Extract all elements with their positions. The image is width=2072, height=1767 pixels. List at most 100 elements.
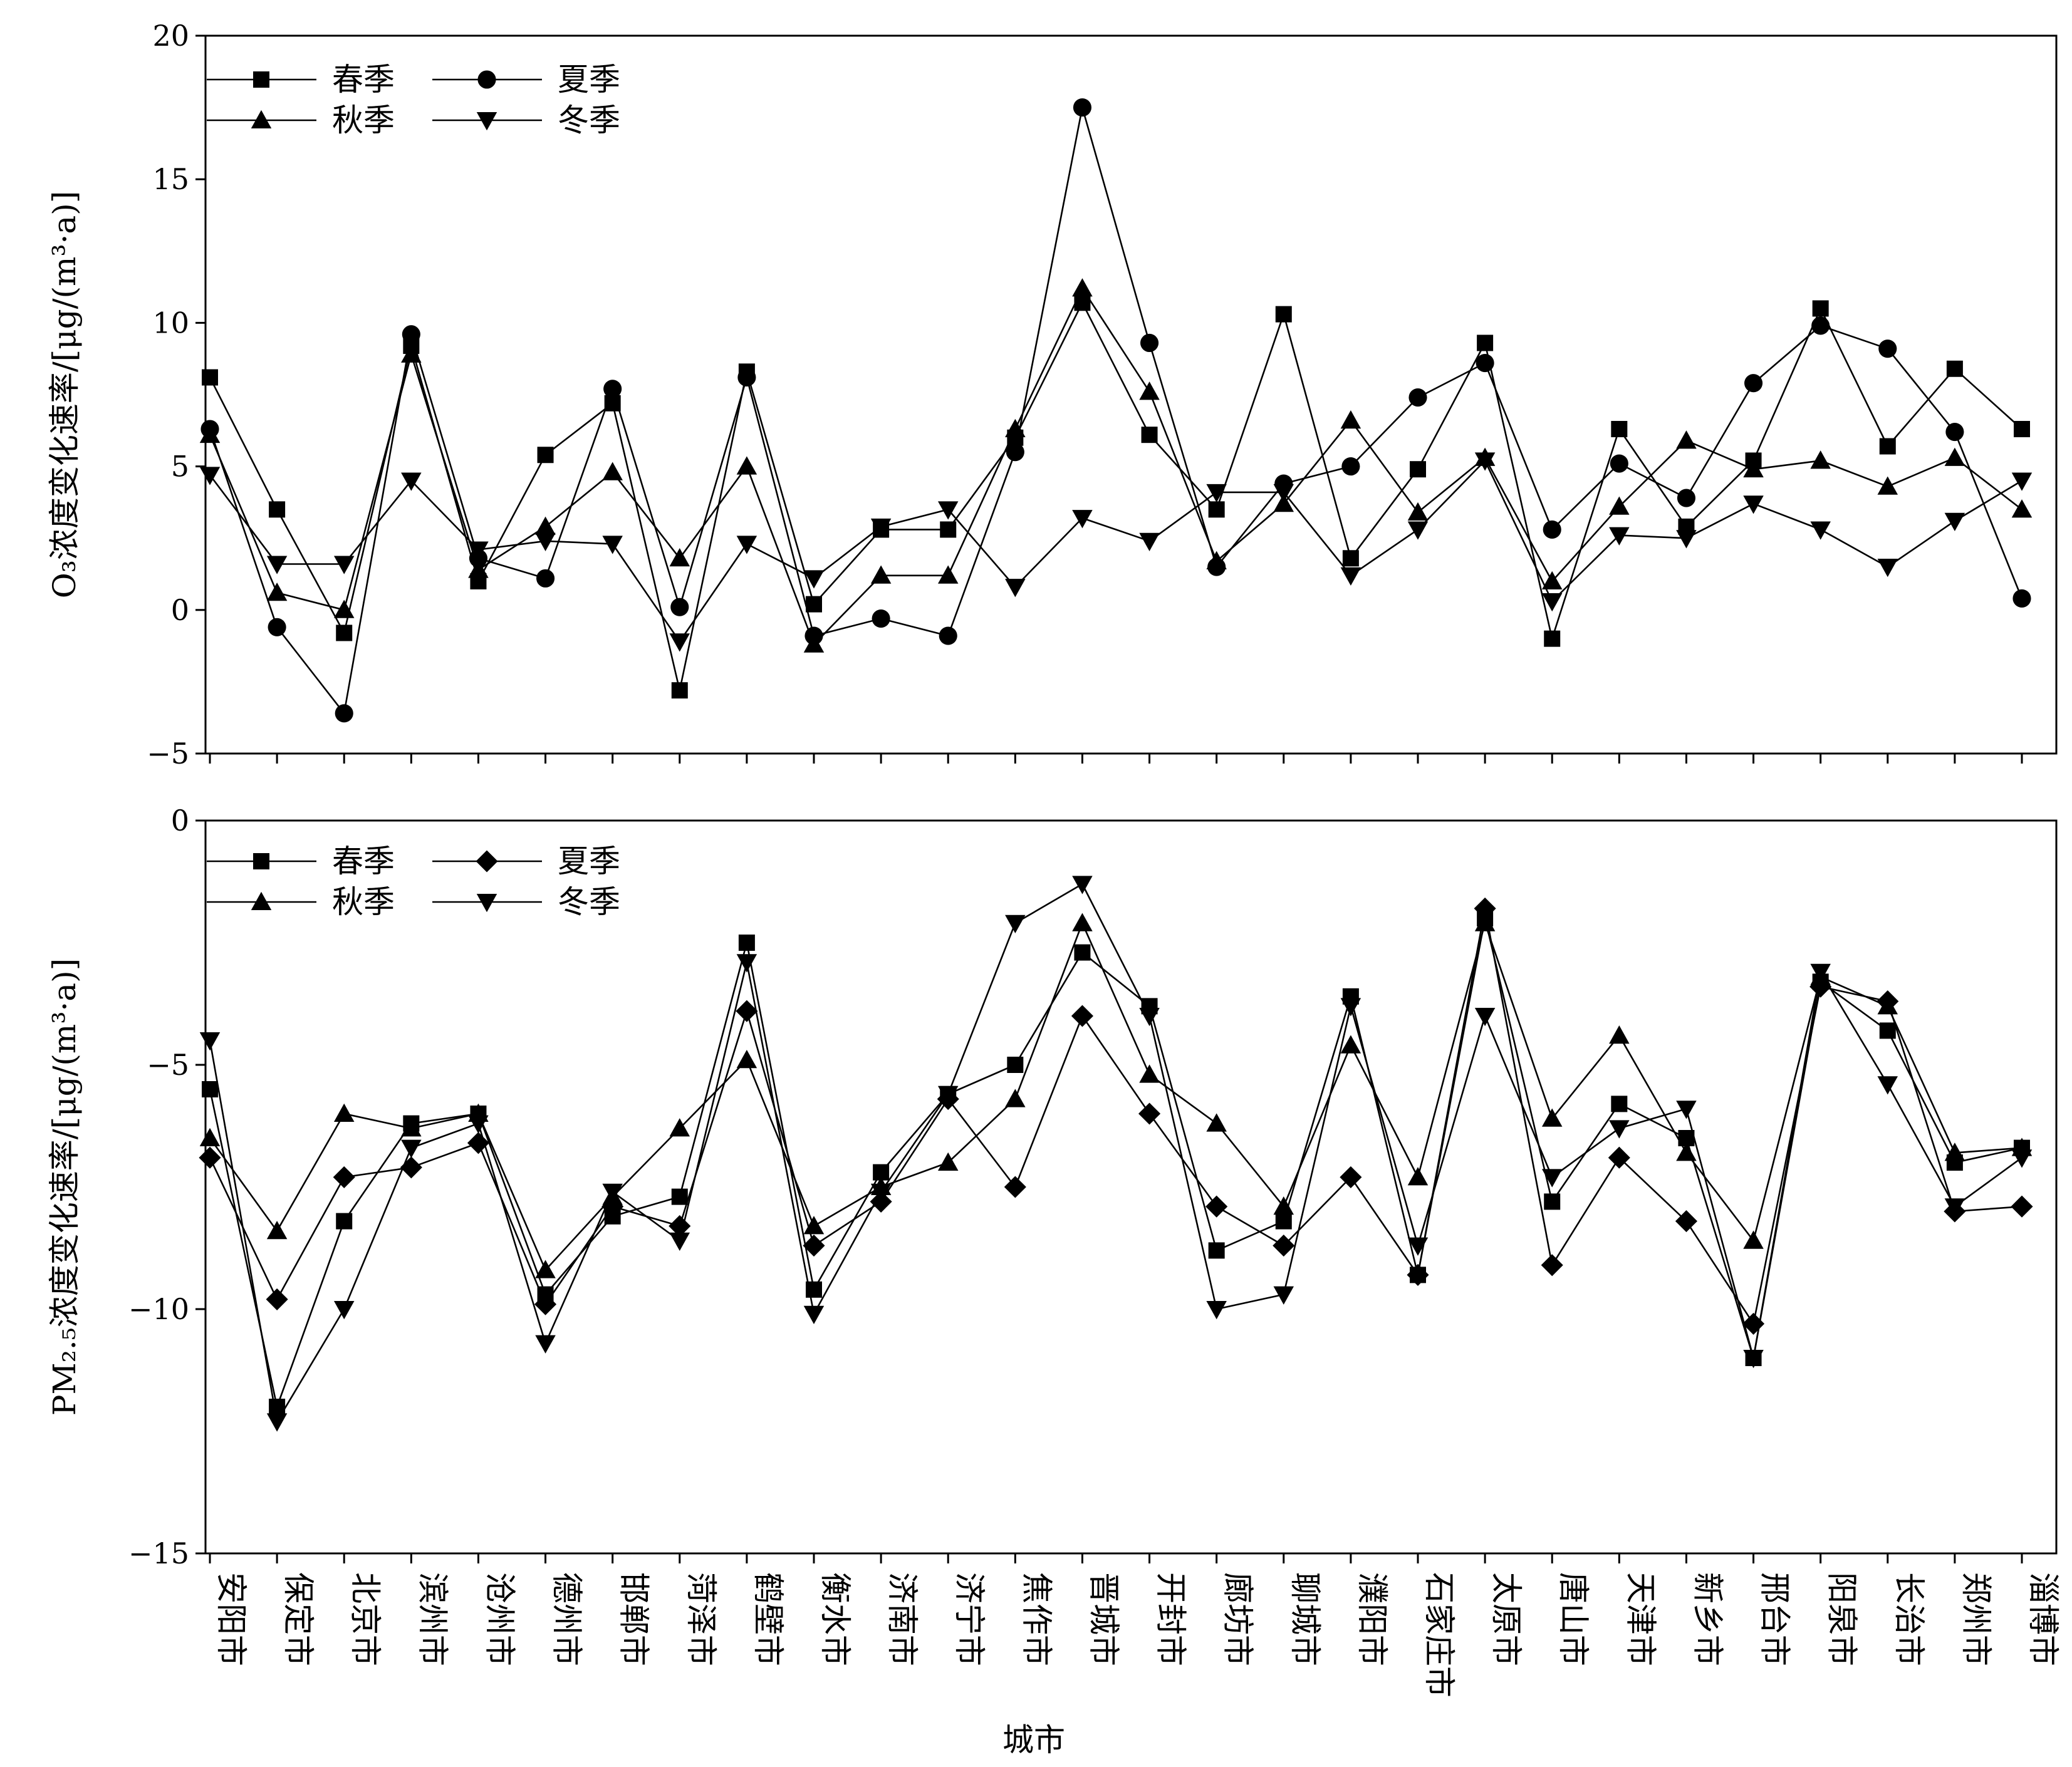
data-point [1879,1022,1896,1039]
data-point [1743,1230,1764,1249]
data-point [1476,354,1494,373]
data-point [1611,1096,1628,1112]
data-point [1743,1350,1764,1369]
data-point [1273,493,1294,512]
data-point [1072,876,1093,894]
data-point [1543,520,1561,539]
data-point [1139,381,1160,400]
data-point [2011,1149,2033,1168]
data-point [2014,421,2030,438]
legend-label: 冬季 [558,102,620,138]
data-point [2012,589,2031,608]
x-tick-label: 聊城市 [1287,1572,1323,1666]
x-tick-label: 沧州市 [481,1572,518,1666]
data-point [401,1118,422,1137]
data-point [2011,499,2033,518]
data-point [1541,1169,1563,1188]
series-line [209,922,2023,1271]
data-point [1342,550,1359,567]
data-point [1541,571,1563,589]
legend-marker [253,853,269,869]
series-3 [199,452,2033,652]
data-point [1205,1195,1228,1218]
data-point [468,559,489,578]
data-point [937,1152,959,1171]
x-tick-label: 开封市 [1153,1572,1189,1666]
data-point [1877,1076,1898,1095]
x-tick-label: 鹤壁市 [750,1572,786,1666]
data-point [1140,333,1159,353]
data-point [535,532,556,552]
data-point [1744,374,1763,393]
data-point [2011,472,2033,491]
data-point [1474,897,1496,920]
data-point [1275,306,1292,323]
data-point [1408,388,1427,407]
data-point [535,516,556,535]
data-point [1340,567,1361,586]
y-axis-label: O₃浓度变化速率/[μg/(m³·a)] [46,191,83,598]
data-point [872,609,890,628]
x-tick-label: 德州市 [549,1572,585,1666]
x-tick-label: 焦作市 [1018,1572,1054,1666]
legend-label: 夏季 [558,843,620,879]
legend-label: 夏季 [558,61,620,98]
legend-label: 冬季 [558,884,620,920]
data-point [937,501,959,520]
data-point [1139,532,1160,552]
x-tick-label: 滨州市 [414,1572,450,1666]
data-point [736,536,757,554]
data-point [1676,1143,1697,1161]
data-point [1877,476,1898,495]
data-point [1072,913,1093,931]
data-point [870,565,892,584]
data-point [736,954,757,973]
data-point [669,548,690,567]
y-tick-label: −5 [147,1048,189,1082]
data-point [1139,1064,1160,1083]
data-point [1005,915,1026,934]
data-point [1810,963,1831,983]
legend-label: 秋季 [332,884,395,920]
data-point [199,424,221,443]
legend-label: 春季 [332,61,395,98]
data-point [1743,495,1764,514]
data-point [536,569,555,588]
data-point [1544,1193,1561,1210]
data-point [870,1183,892,1203]
data-point [336,1213,353,1230]
y-tick-label: −15 [128,1536,189,1570]
data-point [1206,484,1227,503]
y-tick-label: 10 [152,306,189,339]
data-point [1073,98,1092,117]
data-point [1072,510,1093,529]
data-point [669,633,690,652]
data-point [1944,447,1965,466]
x-tick-label: 濮阳市 [1354,1572,1390,1666]
data-point [1742,1312,1765,1335]
data-point [1944,1143,1965,1161]
legend-label: 春季 [332,843,395,879]
data-point [266,1413,288,1432]
data-point [266,583,288,601]
data-point [1609,527,1630,546]
x-tick-label: 廊坊市 [1220,1572,1256,1666]
y-tick-label: 0 [171,804,189,837]
data-point [1139,1008,1160,1027]
data-point [1007,1057,1024,1073]
data-point [870,518,892,537]
data-point [1609,1120,1630,1139]
data-point [736,456,757,475]
data-point [202,1081,218,1097]
data-point [402,325,420,344]
x-axis-label: 城市 [1002,1722,1065,1758]
data-point [1206,1301,1227,1320]
x-tick-label: 安阳市 [213,1572,249,1666]
x-tick-label: 郑州市 [1958,1572,1994,1666]
data-point [333,556,355,574]
data-point [266,1220,288,1240]
data-point [1004,1176,1026,1198]
data-point [803,1235,825,1257]
x-tick-label: 长治市 [1891,1572,1927,1666]
